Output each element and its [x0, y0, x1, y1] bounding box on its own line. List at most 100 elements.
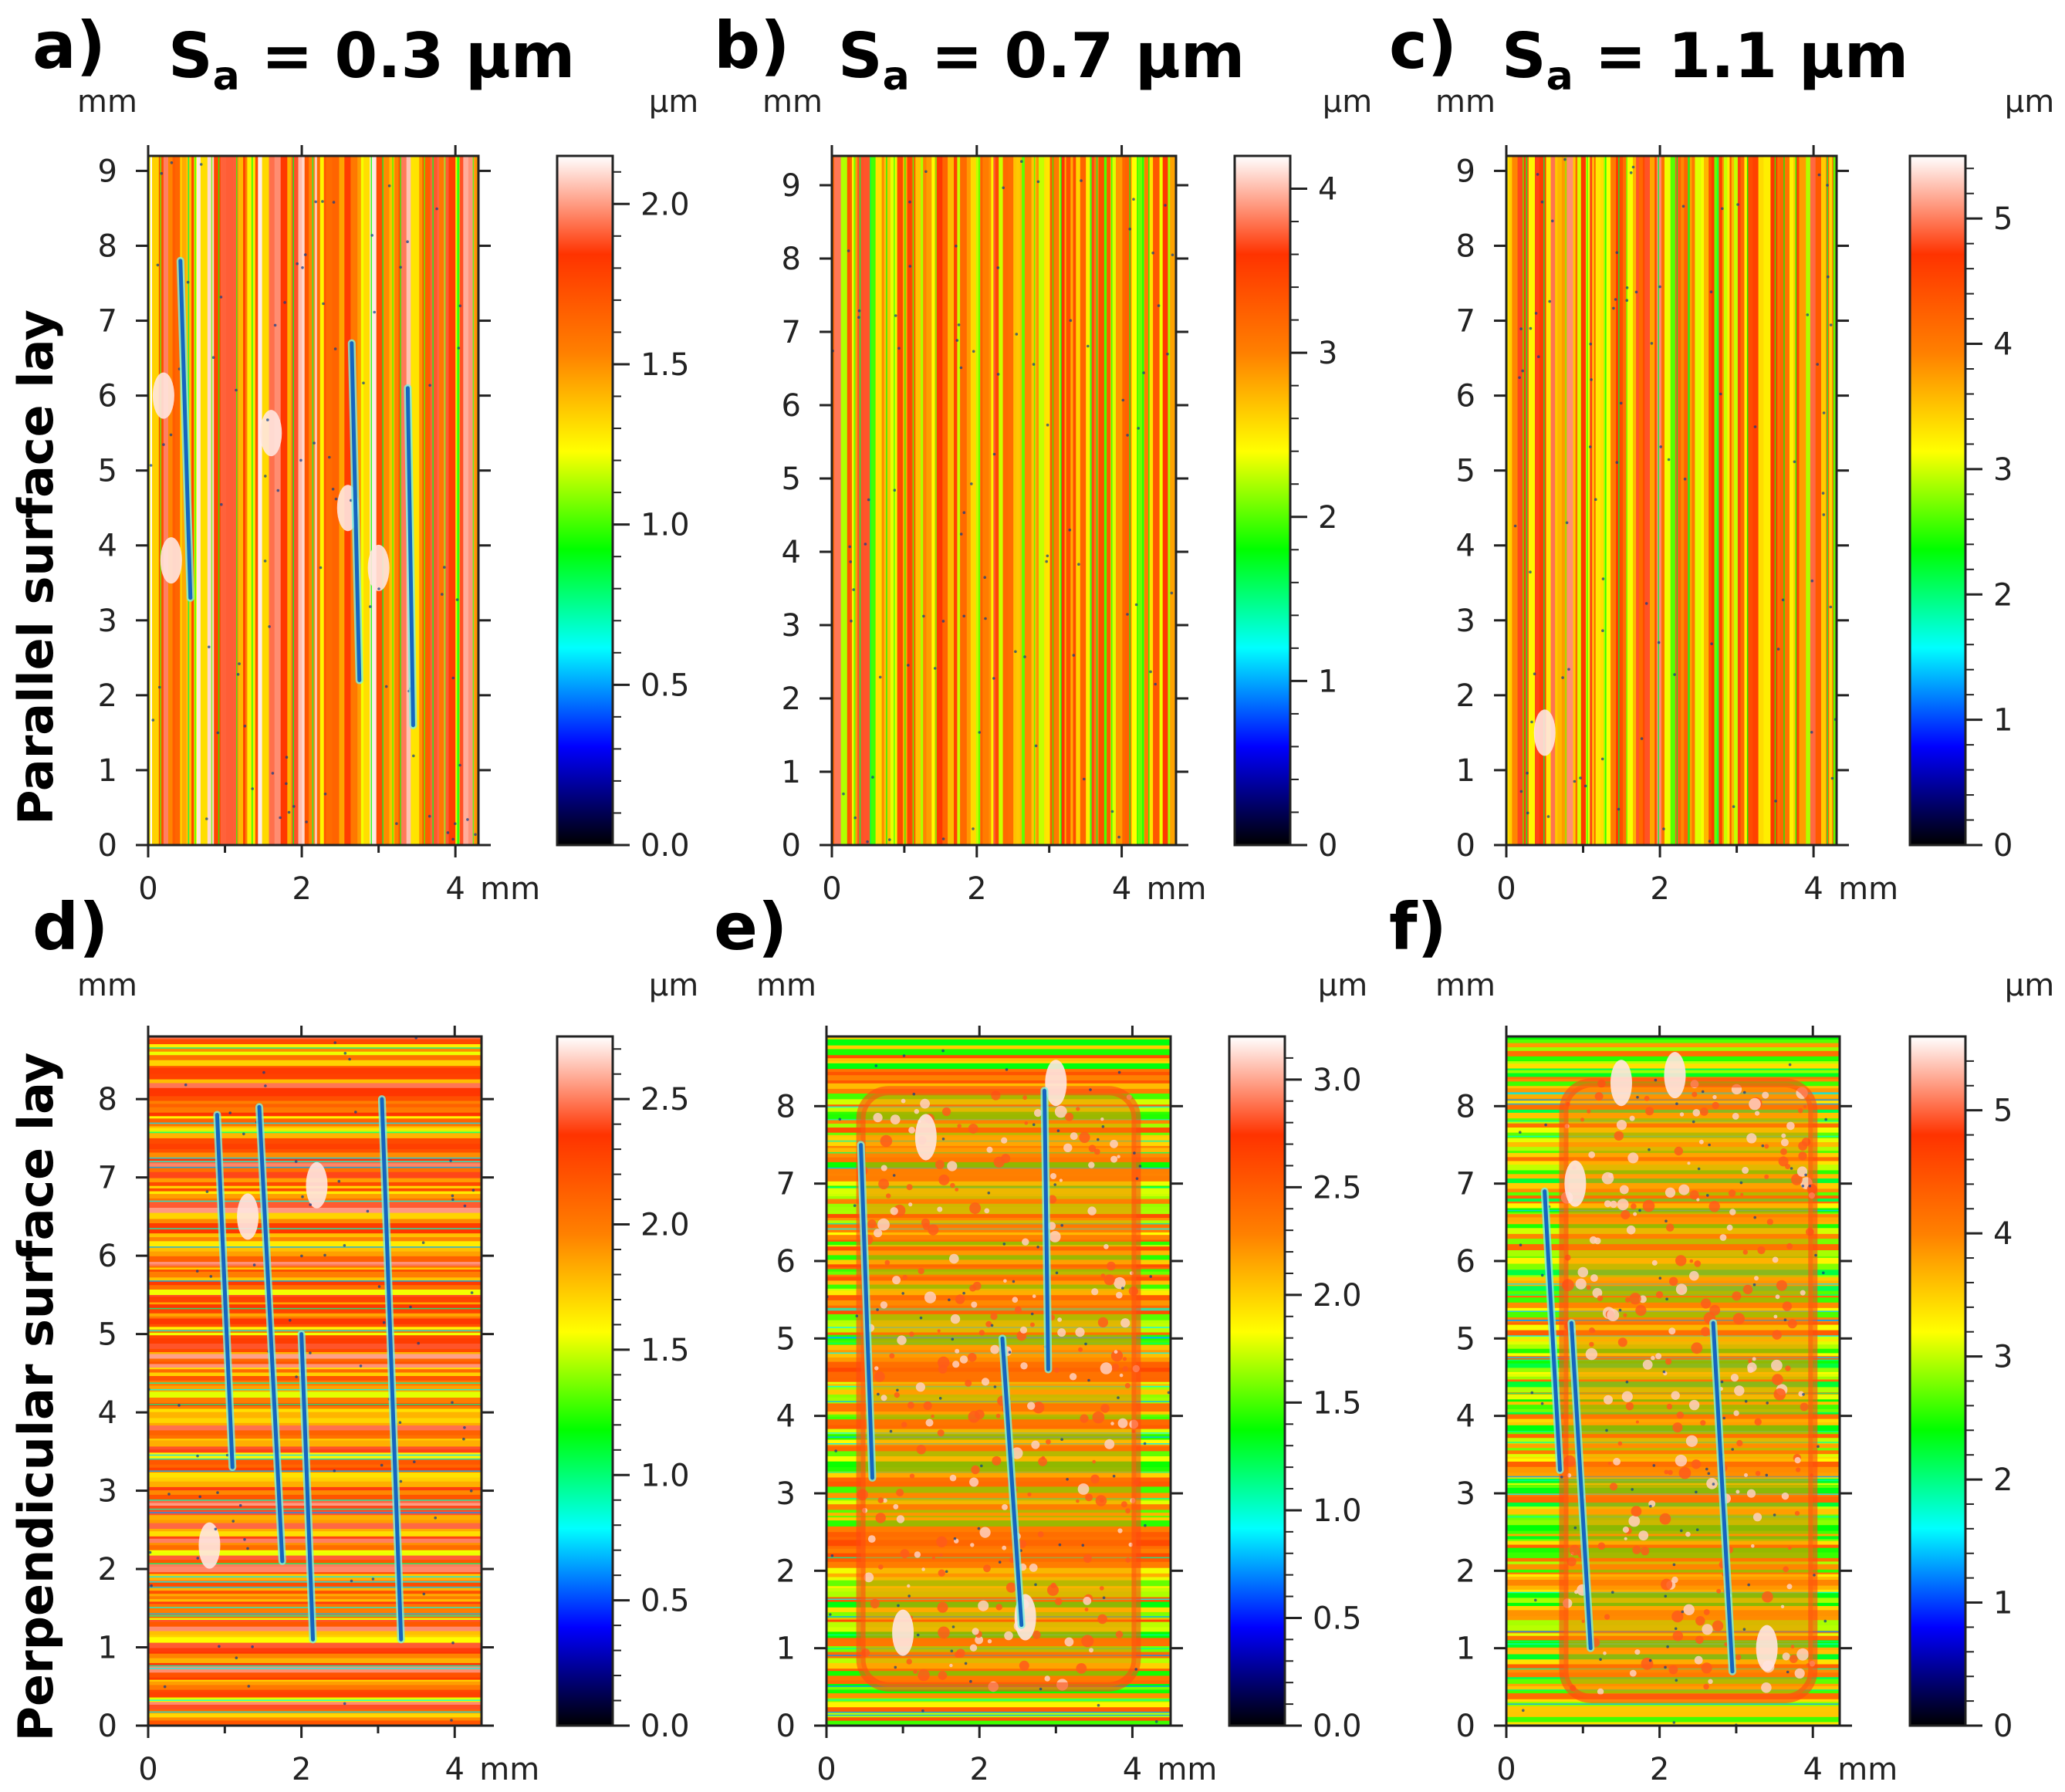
peak-spot	[1050, 1582, 1056, 1588]
groove-line	[1795, 156, 1797, 845]
surface-streak	[148, 1677, 482, 1681]
speckle	[1648, 1658, 1652, 1662]
peak-spot	[1014, 1306, 1022, 1314]
peak-spot	[907, 1401, 914, 1409]
y-tick-label: 5	[782, 462, 801, 497]
speckle	[1053, 1183, 1056, 1186]
speckle	[1579, 776, 1582, 779]
surface-streak	[148, 1128, 482, 1131]
surface-streak	[148, 1066, 482, 1069]
surface-streak	[304, 156, 309, 845]
surface-streak	[931, 156, 936, 845]
speckle	[893, 489, 897, 492]
peak-spot	[1772, 1256, 1779, 1263]
surface-streak	[1605, 156, 1611, 845]
x-tick-label: 4	[1112, 871, 1131, 907]
plot-frame	[147, 154, 480, 847]
surface-streak	[1711, 156, 1715, 845]
surface-streak	[897, 156, 902, 845]
groove-line	[1148, 156, 1150, 845]
groove-line	[148, 1581, 482, 1583]
surface-streak	[148, 1529, 482, 1532]
surface-streak	[148, 1148, 482, 1154]
speckle	[243, 725, 247, 728]
speckle	[236, 673, 240, 676]
title-symbol: S	[1502, 20, 1546, 92]
groove-line	[400, 156, 401, 845]
surface-streak	[1076, 156, 1081, 845]
surface-streak	[148, 1662, 482, 1667]
peak-spot	[1675, 1283, 1688, 1295]
speckle	[1117, 1396, 1120, 1399]
surface-streak	[148, 1067, 482, 1074]
surface-streak	[1642, 156, 1645, 845]
surface-streak	[148, 1435, 482, 1439]
surface-streak	[148, 1490, 482, 1496]
speckle	[406, 240, 409, 244]
peak-spot	[938, 1671, 948, 1680]
surface-streak	[148, 1116, 482, 1119]
surface-streak	[1737, 156, 1742, 845]
colorbar-tick-label: 2.0	[640, 187, 690, 222]
surface-streak	[448, 156, 456, 845]
surface-streak	[1138, 156, 1145, 845]
surface-streak	[982, 156, 989, 845]
speckle	[842, 792, 845, 796]
colorbar-tick-label: 3	[1993, 1340, 2013, 1375]
surface-streak	[1523, 156, 1526, 845]
speckle	[169, 433, 173, 437]
colorbar-tick-label: 5	[1993, 1094, 2013, 1129]
peak-spot	[942, 1107, 951, 1117]
x-tick-label: 2	[292, 871, 311, 907]
speckle	[1154, 682, 1157, 686]
surface-streak	[148, 1550, 482, 1553]
peak-spot	[1692, 1109, 1701, 1117]
peak-spot	[1079, 1131, 1090, 1144]
surface-streak	[148, 1112, 482, 1117]
surface-streak	[148, 1219, 482, 1224]
peak-spot	[1742, 1249, 1748, 1255]
speckle	[951, 1625, 955, 1628]
speckle	[463, 1204, 467, 1208]
speckle	[916, 1633, 920, 1637]
y-tick-label: 8	[98, 1082, 117, 1117]
peak-spot	[1699, 1139, 1704, 1145]
surface-streak	[995, 156, 999, 845]
peak-spot	[1701, 1327, 1710, 1337]
speckle	[1589, 343, 1592, 346]
speckle	[962, 511, 966, 514]
y-tick-label: 6	[776, 1244, 796, 1280]
surface-streak	[148, 1302, 482, 1305]
speckle	[972, 350, 975, 353]
peak-spot	[1613, 1458, 1621, 1466]
speckle	[1583, 784, 1587, 788]
peak-spot	[1752, 1513, 1763, 1522]
speckle	[343, 1244, 346, 1247]
peak-spot	[1712, 1094, 1717, 1100]
panel-letter: e)	[714, 889, 787, 965]
peak-spot	[1069, 1373, 1077, 1381]
peak-spot	[1125, 1508, 1131, 1513]
speckle	[1546, 815, 1550, 818]
peak-spot	[1780, 1148, 1787, 1155]
surface-streak	[148, 1126, 482, 1129]
y-tick-label: 1	[776, 1631, 796, 1667]
speckle	[933, 667, 937, 670]
speckle	[878, 675, 882, 679]
groove-line	[872, 156, 874, 845]
peak-spot	[1592, 1329, 1596, 1333]
speckle	[331, 488, 335, 491]
peak-spot	[893, 1503, 899, 1510]
groove-line	[1526, 156, 1528, 845]
groove-line	[312, 156, 314, 845]
peak-spot	[1054, 1105, 1067, 1118]
speckle	[1672, 1563, 1676, 1567]
peak-spot	[1075, 1327, 1085, 1337]
speckle	[1659, 445, 1662, 448]
wear-track-edge	[856, 1086, 1141, 1692]
surface-streak	[148, 1039, 482, 1045]
speckle	[160, 171, 164, 175]
surface-streak	[148, 1354, 482, 1359]
speckle	[1530, 720, 1533, 724]
